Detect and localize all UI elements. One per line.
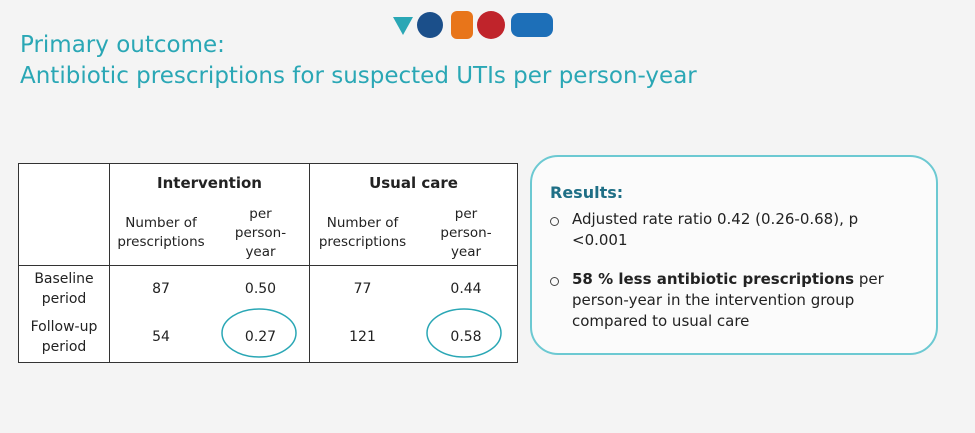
bullet (550, 277, 559, 286)
results-heading: Results: (550, 183, 624, 202)
title: Primary outcome: Antibiotic prescription… (20, 30, 697, 92)
cell: 77 (309, 265, 415, 312)
logo-5 (511, 13, 553, 37)
subheader: Number of prescriptions (109, 201, 212, 266)
title-line: Primary outcome: (20, 32, 225, 58)
logo-3 (451, 11, 473, 39)
subheader: per person-year (415, 201, 518, 266)
result-item: Adjusted rate ratio 0.42 (0.26-0.68), p … (572, 210, 859, 249)
title-line: Antibiotic prescriptions for suspected U… (20, 63, 697, 89)
bullet (550, 217, 559, 226)
logo-1 (393, 17, 413, 35)
results-box: Results: Adjusted rate ratio 0.42 (0.26-… (530, 155, 938, 355)
cell: 54 (152, 329, 170, 345)
subheader: Number of prescriptions (309, 201, 415, 266)
logo-4 (477, 11, 505, 39)
row-label: Baseline period (18, 265, 110, 312)
cell: 0.58 (415, 312, 518, 363)
cell: 0.27 (244, 329, 277, 345)
result-item: 58 % less antibiotic prescriptions per p… (572, 269, 912, 332)
subheader: per person-year (212, 201, 310, 266)
text: per person-year in the intervention grou… (572, 270, 884, 330)
cell: 87 (152, 281, 170, 297)
cell: 0.44 (415, 265, 518, 312)
row-label: Follow-up period (18, 312, 110, 363)
group-header: Intervention (109, 163, 310, 201)
cell: 0.50 (244, 281, 277, 297)
data-table: Intervention Usual care Number of prescr… (18, 163, 518, 363)
logo-2 (417, 12, 443, 38)
cell: 121 (309, 312, 415, 363)
corner-cell (18, 163, 110, 266)
logos (393, 11, 553, 39)
emphasis: 58 % less antibiotic prescriptions (572, 270, 855, 288)
group-header: Usual care (309, 163, 518, 201)
